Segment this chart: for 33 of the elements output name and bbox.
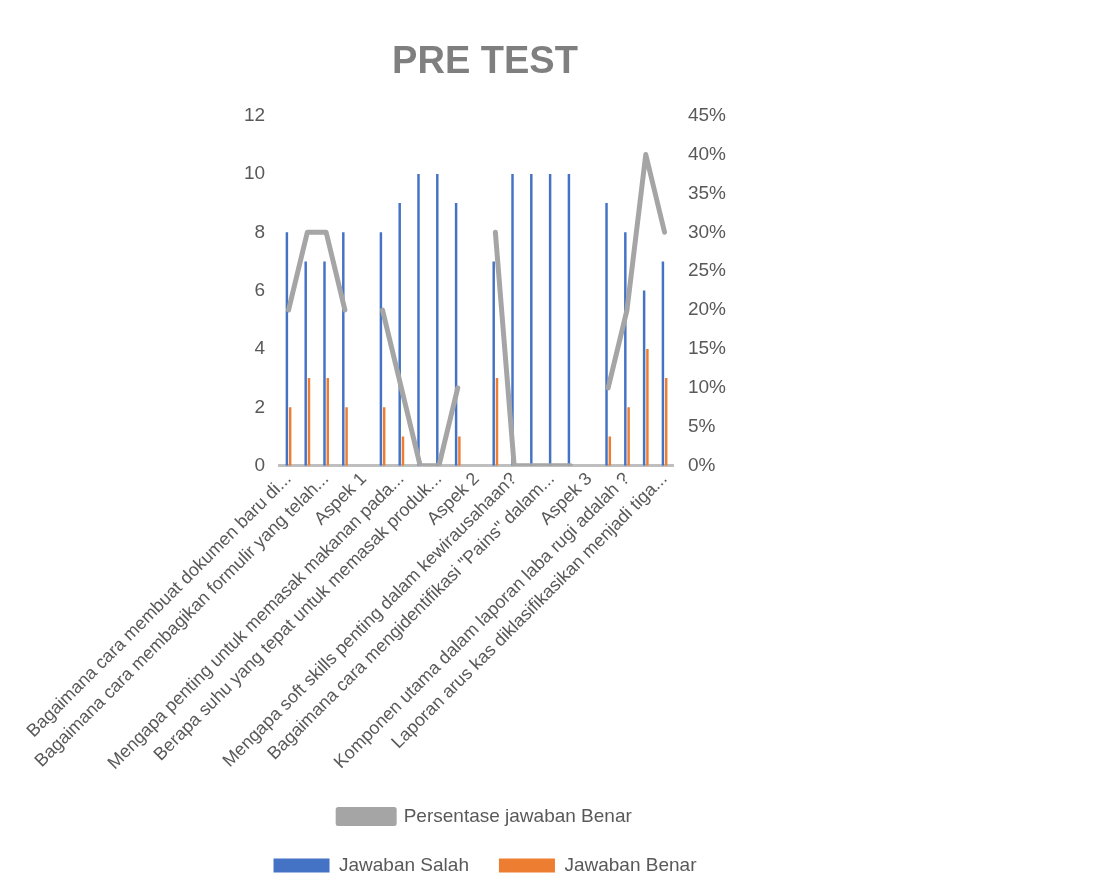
y2-tick-label: 20% xyxy=(687,298,727,320)
y2-tick-label: 10% xyxy=(687,376,727,398)
y2-tick-label: 0% xyxy=(687,453,716,475)
bar xyxy=(436,173,439,466)
legend-label: Persentase jawaban Benar xyxy=(403,804,633,826)
bar xyxy=(345,407,348,466)
bar xyxy=(323,261,326,466)
y2-tick-label: 45% xyxy=(687,103,727,125)
bar xyxy=(304,261,307,466)
bar xyxy=(605,203,608,466)
y-tick-label: 4 xyxy=(254,337,266,359)
legend-label: Jawaban Benar xyxy=(564,853,698,875)
y2-tick-label: 35% xyxy=(687,181,727,203)
bar xyxy=(398,203,401,466)
bar xyxy=(458,436,461,466)
chart-title: PRE TEST xyxy=(392,39,578,82)
bar xyxy=(530,173,533,466)
y-tick-label: 0 xyxy=(254,453,266,475)
y2-tick-label: 15% xyxy=(687,337,727,359)
y2-tick-label: 5% xyxy=(687,414,716,436)
bar xyxy=(492,261,495,466)
y-tick-label: 2 xyxy=(254,395,266,417)
y2-tick-label: 30% xyxy=(687,220,727,242)
y-tick-label: 12 xyxy=(243,103,266,125)
y-tick-label: 10 xyxy=(243,162,266,184)
y-tick-label: 8 xyxy=(254,220,266,242)
bar xyxy=(342,232,345,466)
bar xyxy=(646,348,649,466)
y-tick-label: 6 xyxy=(254,278,266,300)
y2-tick-label: 25% xyxy=(687,259,727,281)
y2-tick-label: 40% xyxy=(687,142,727,164)
bar xyxy=(627,407,630,466)
legend-label: Jawaban Salah xyxy=(339,853,469,875)
